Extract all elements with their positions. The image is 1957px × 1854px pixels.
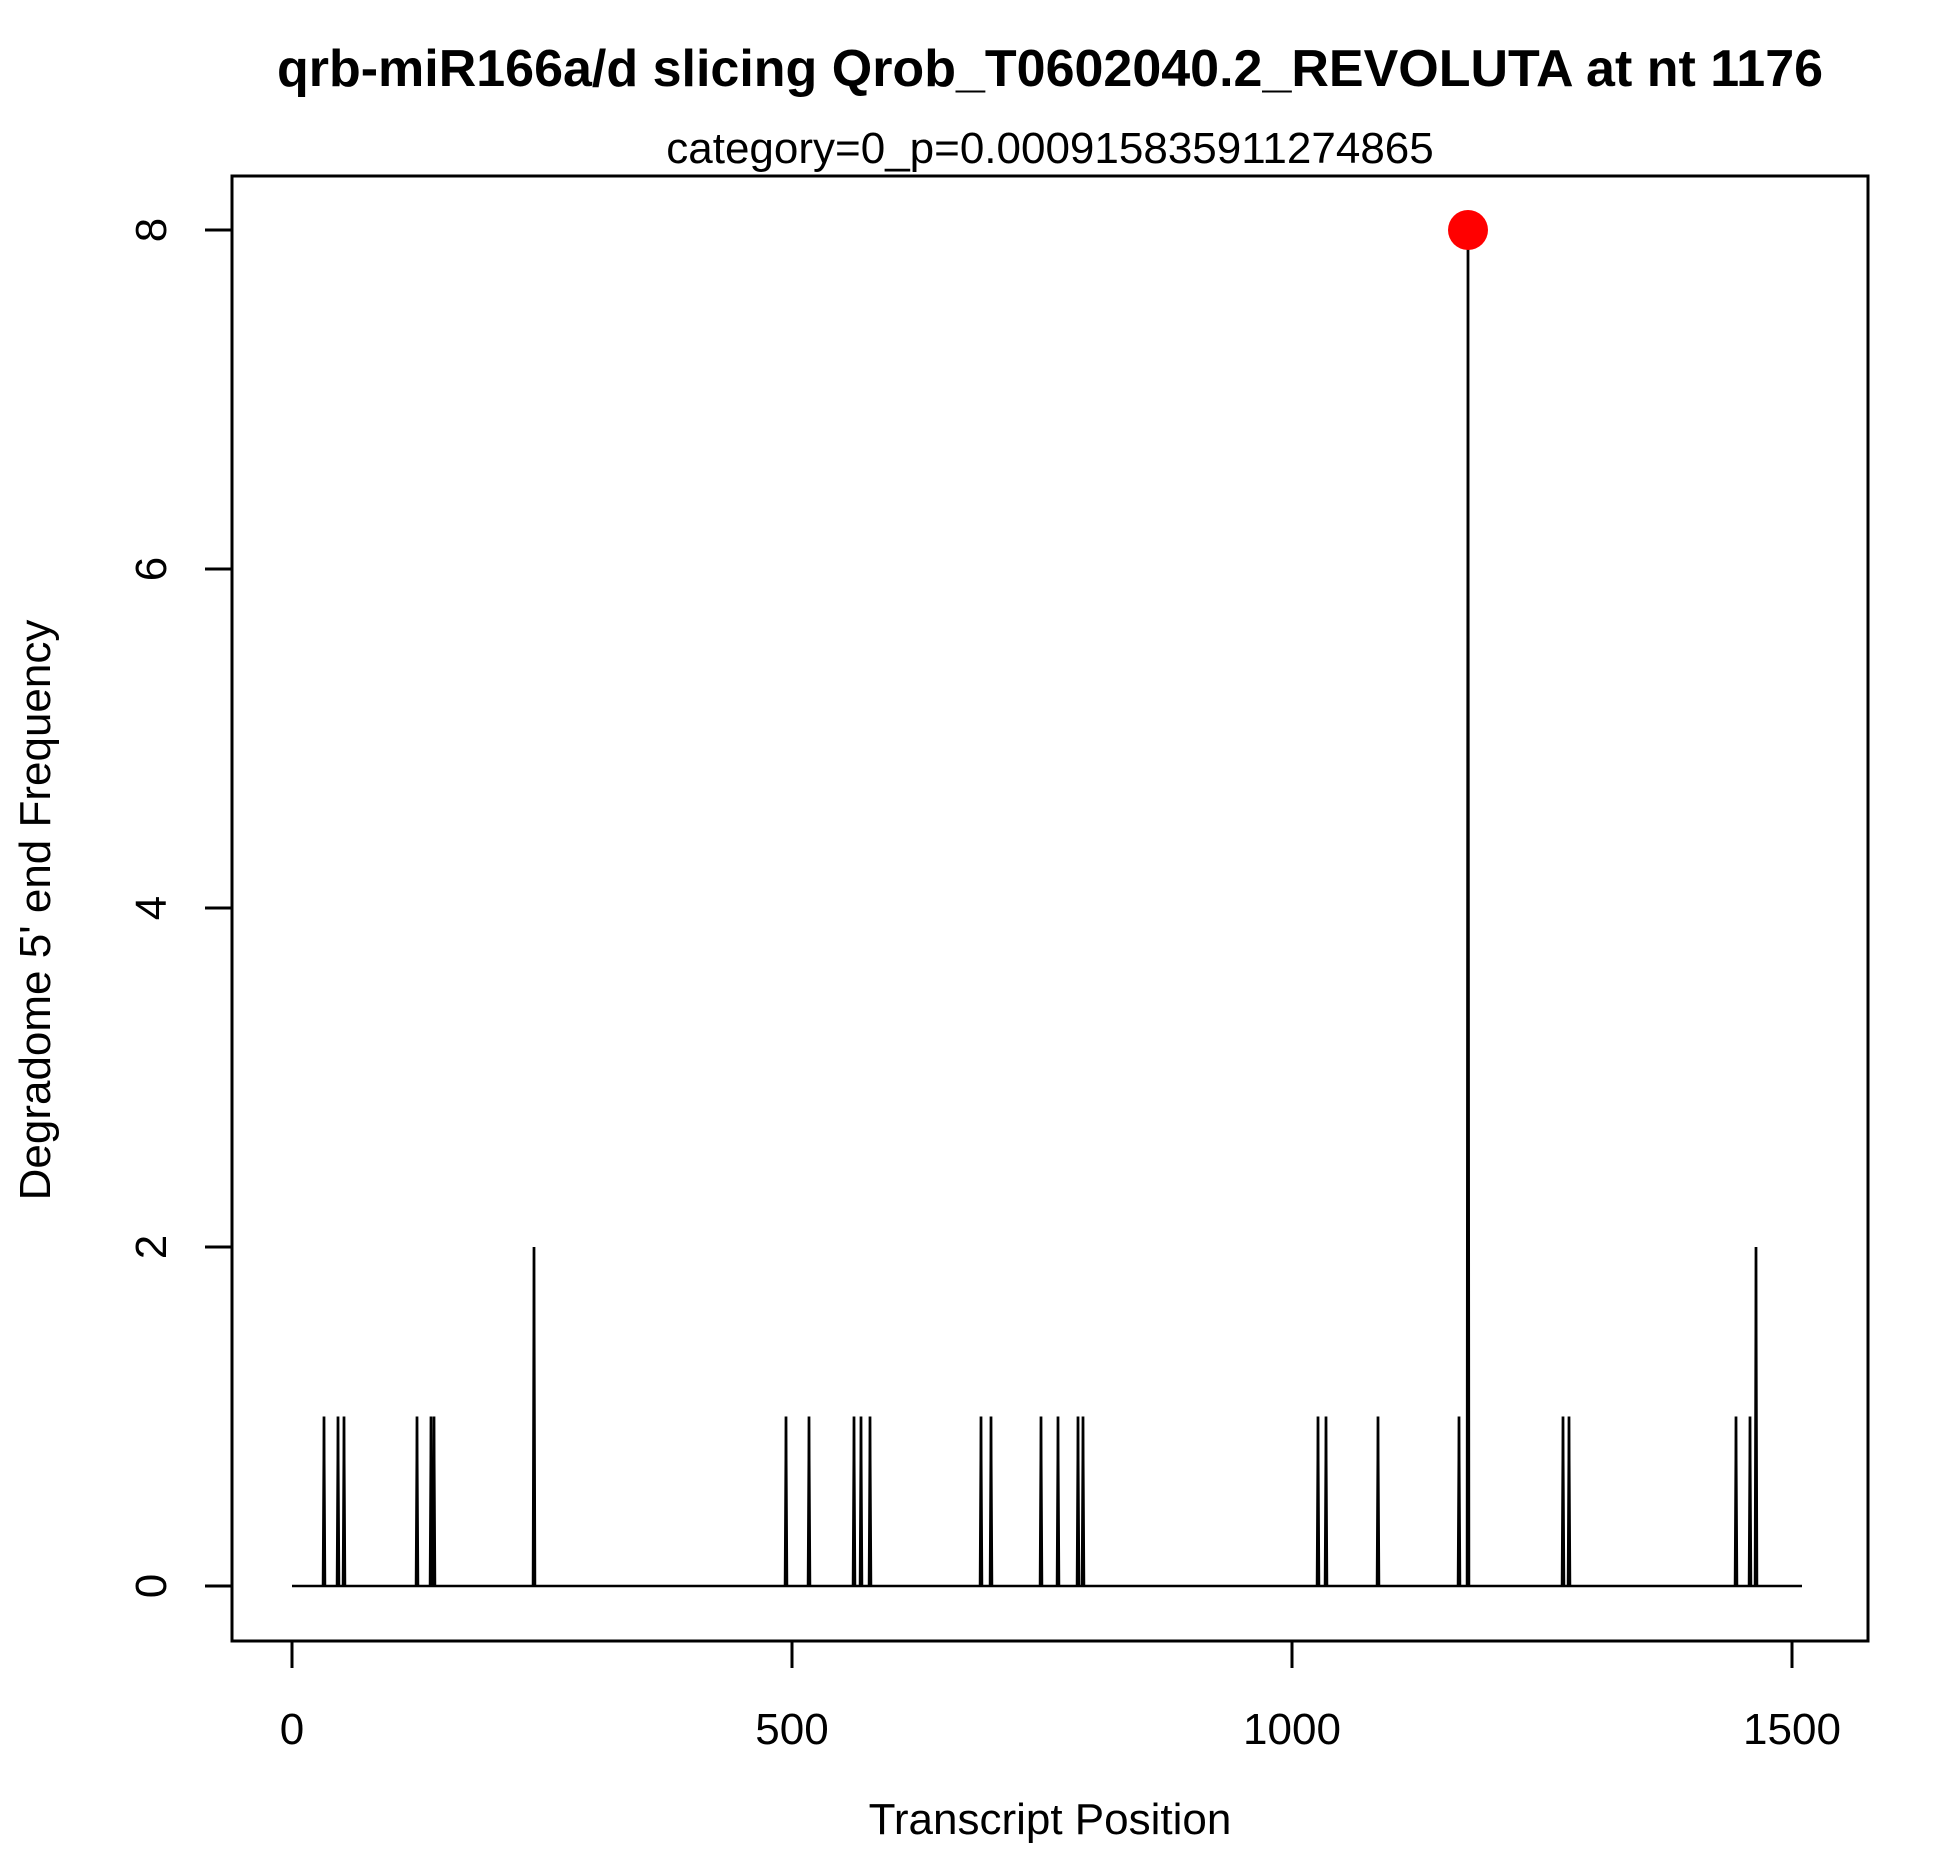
chart-marks: 0 500 1000 1500 0 2 4 6 8 <box>127 210 1841 1754</box>
y-tick-label: 8 <box>127 218 176 242</box>
chart-subtitle: category=0_p=0.000915835911274865 <box>666 124 1433 173</box>
x-tick-label: 500 <box>755 1705 828 1754</box>
y-axis-label: Degradome 5' end Frequency <box>11 620 60 1201</box>
y-tick-label: 6 <box>127 557 176 581</box>
x-tick-label: 1000 <box>1243 1705 1341 1754</box>
chart-title: qrb-miR166a/d slicing Qrob_T0602040.2_RE… <box>277 40 1823 98</box>
x-axis-label: Transcript Position <box>869 1795 1232 1844</box>
plot-frame <box>230 174 1870 1643</box>
y-tick-label: 0 <box>127 1574 176 1598</box>
x-tick-label: 1500 <box>1743 1705 1841 1754</box>
y-tick-label: 4 <box>127 896 176 920</box>
y-tick-label: 2 <box>127 1235 176 1259</box>
series-line <box>292 229 1802 1588</box>
highlight-point <box>1448 210 1488 250</box>
x-tick-label: 0 <box>280 1705 304 1754</box>
